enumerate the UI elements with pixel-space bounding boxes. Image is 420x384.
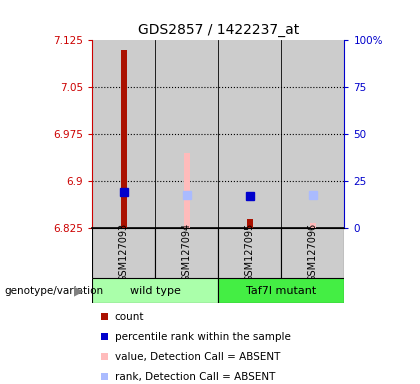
Bar (281, 40, 344, 228)
Bar (218, 40, 281, 228)
Bar (247, 219, 253, 228)
Bar (218, 278, 344, 303)
Bar (121, 50, 127, 228)
Text: GSM127095: GSM127095 (245, 223, 255, 282)
Text: ▶: ▶ (74, 285, 83, 297)
Title: GDS2857 / 1422237_at: GDS2857 / 1422237_at (138, 23, 299, 36)
Text: value, Detection Call = ABSENT: value, Detection Call = ABSENT (115, 352, 280, 362)
Text: percentile rank within the sample: percentile rank within the sample (115, 332, 291, 342)
Bar (92, 228, 155, 278)
Text: GSM127096: GSM127096 (308, 223, 318, 282)
Text: genotype/variation: genotype/variation (4, 286, 103, 296)
Text: Taf7l mutant: Taf7l mutant (246, 286, 317, 296)
Bar (218, 228, 281, 278)
Bar (92, 278, 218, 303)
Text: GSM127093: GSM127093 (119, 223, 129, 282)
Bar (155, 40, 218, 228)
Bar (92, 40, 155, 228)
Bar (281, 228, 344, 278)
Text: count: count (115, 312, 144, 322)
Text: GSM127094: GSM127094 (182, 223, 192, 282)
Bar (184, 153, 190, 228)
Bar (155, 228, 218, 278)
Text: rank, Detection Call = ABSENT: rank, Detection Call = ABSENT (115, 372, 275, 382)
Text: wild type: wild type (130, 286, 181, 296)
Bar (310, 223, 316, 228)
